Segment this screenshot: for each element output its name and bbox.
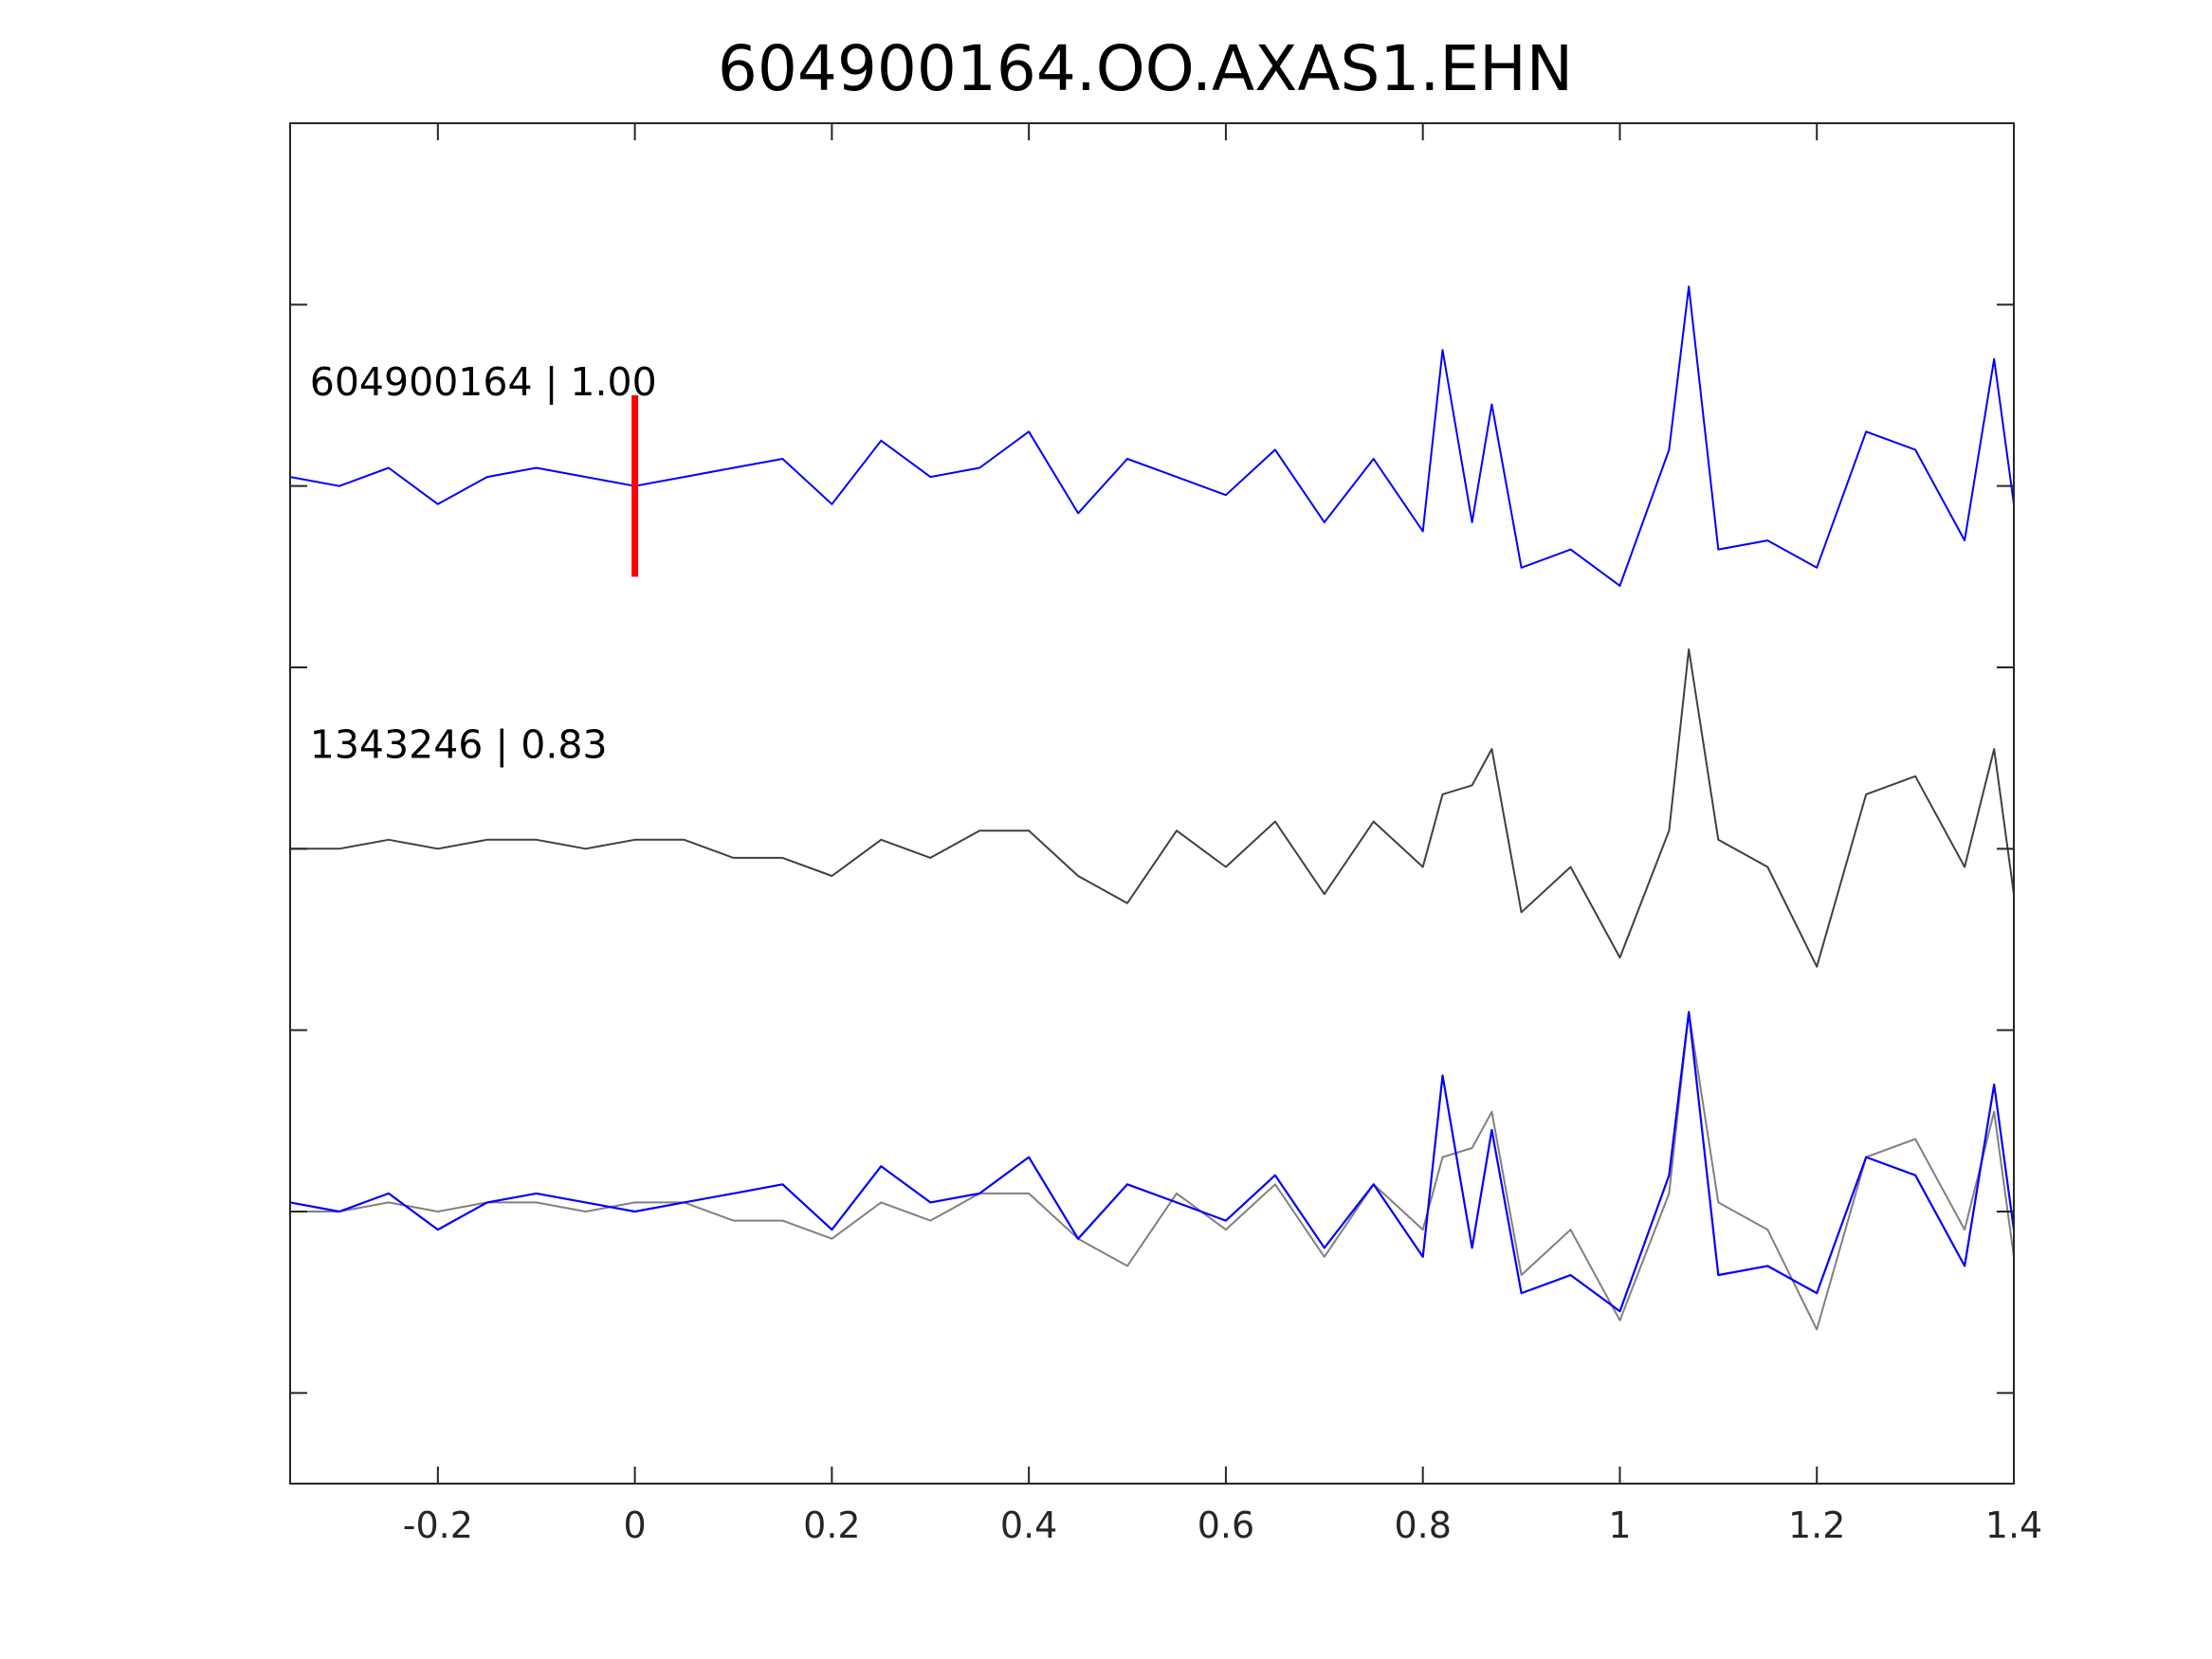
x-tick-label: 1.4 [1985, 1504, 2042, 1546]
chart-title: 604900164.OO.AXAS1.EHN [718, 32, 1573, 105]
x-tick-label: 0.8 [1394, 1504, 1451, 1546]
series-line-4 [290, 1011, 2014, 1313]
x-tick-label: 0 [624, 1504, 647, 1546]
plot-area [290, 285, 2014, 1331]
series-line-3 [290, 1011, 2014, 1331]
trace-label-2: 1343246 | 0.83 [310, 722, 608, 768]
trace-label-1: 604900164 | 1.00 [310, 359, 657, 405]
series-layer [290, 285, 2014, 1331]
series-line-1 [290, 285, 2014, 587]
axes: -0.2 0 0.2 0.4 0.6 0.8 1 1.2 1.4 [289, 122, 2042, 1546]
x-tick-label: 0.4 [1000, 1504, 1057, 1546]
x-tick-label: 1 [1608, 1504, 1631, 1546]
x-tick-label: 0.2 [803, 1504, 860, 1546]
axes-frame [289, 122, 2015, 1485]
x-tick-label: -0.2 [403, 1504, 473, 1546]
series-line-2 [290, 647, 2014, 968]
trace-labels: 604900164 | 1.00 1343246 | 0.83 [310, 359, 657, 768]
x-tick-label: 1.2 [1788, 1504, 1845, 1546]
x-tick-label: 0.6 [1197, 1504, 1254, 1546]
